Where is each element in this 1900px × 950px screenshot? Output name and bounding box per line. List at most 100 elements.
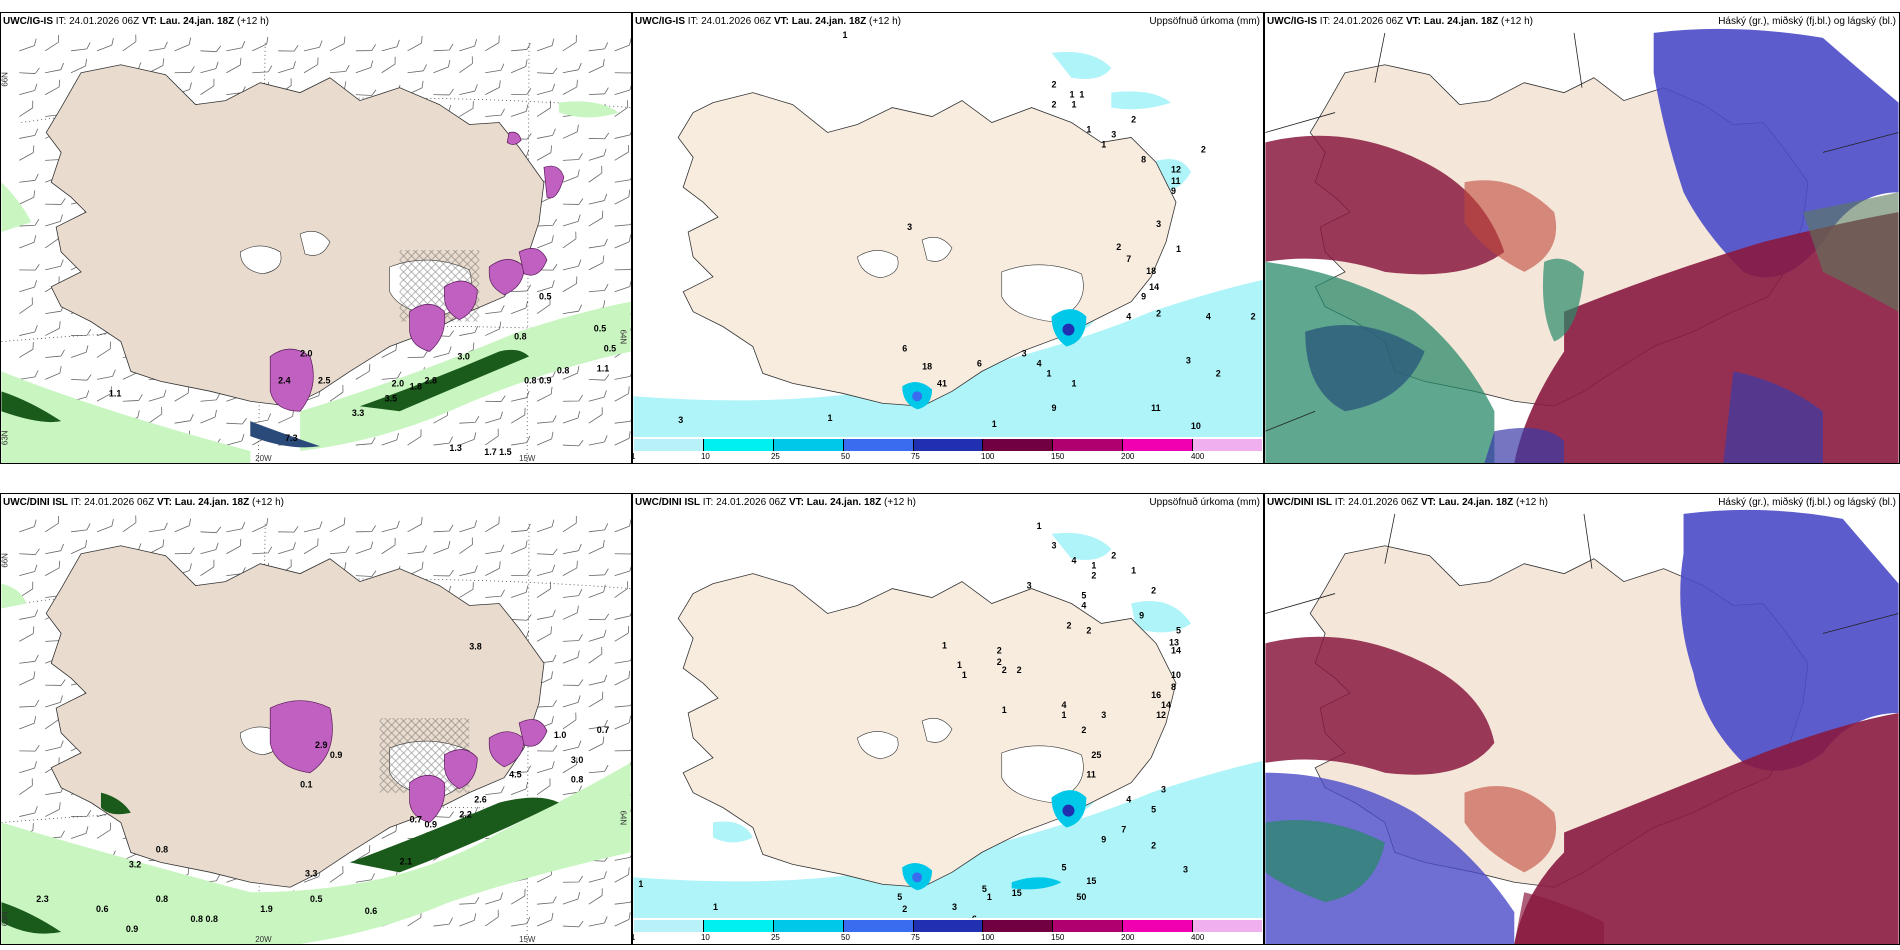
value-label: 2.8 (425, 375, 437, 385)
wind-barb (485, 411, 503, 424)
wind-barb (562, 634, 583, 642)
wind-barb (433, 436, 453, 446)
wind-barb (303, 40, 323, 52)
wind-barb (407, 350, 428, 358)
wind-barb (19, 67, 40, 74)
wind-barb (19, 100, 34, 117)
wind-barb (588, 148, 607, 161)
wind-barb (562, 153, 583, 161)
wind-barb (588, 283, 609, 293)
wind-barb (252, 517, 269, 533)
wind-barb (355, 437, 376, 446)
colorbar-segment (702, 439, 773, 451)
value-label: 3 (1183, 864, 1188, 874)
value-label: 11 (1151, 403, 1160, 413)
colorbar-label: 150 (1051, 933, 1065, 942)
value-label: 3 (1186, 355, 1191, 365)
value-label: 1 (1037, 521, 1042, 531)
panel-precip-ig: UWC/IG-IS IT: 24.01.2026 06Z VT: Lau. 24… (632, 12, 1264, 464)
wind-barb (614, 912, 631, 927)
wind-barb (19, 235, 37, 249)
wind-barb (355, 44, 376, 52)
value-label: 10 (1191, 421, 1201, 431)
value-label: 0.8 (524, 375, 536, 385)
wind-barb (19, 778, 33, 795)
wind-barb (588, 719, 608, 730)
wind-barb (122, 515, 137, 533)
value-label: 1 (1002, 705, 1007, 715)
wind-barb (459, 56, 473, 74)
value-label: 11 (1171, 176, 1180, 186)
value-label: 2 (997, 645, 1002, 655)
wind-barb (174, 547, 195, 555)
wind-barb (96, 369, 116, 380)
wind-barb (536, 370, 557, 380)
colorbar-strip (634, 920, 1263, 932)
wind-barb (562, 410, 581, 424)
wind-barb (536, 128, 556, 139)
wind-barb (381, 537, 396, 555)
value-label: 4 (1126, 795, 1131, 805)
colorbar-label: 100 (981, 933, 995, 942)
value-label: 2 (1216, 368, 1221, 378)
wind-barb (433, 917, 453, 927)
wind-barb (536, 912, 554, 927)
wind-barb (19, 761, 37, 774)
wind-barb (485, 395, 506, 402)
colorbar-labels: 1 10 25 50 75 100 150 200 400 (633, 933, 1263, 943)
wind-barb (70, 826, 89, 839)
value-label: 15 (1086, 876, 1096, 886)
value-label: 0.5 (539, 292, 551, 302)
wind-barb (71, 523, 91, 533)
green-shading (1, 101, 631, 463)
wind-barb (614, 547, 631, 555)
wind-barb (174, 518, 192, 533)
value-label: 3 (1022, 348, 1027, 358)
wind-barb (71, 42, 91, 52)
wind-barb (433, 43, 454, 52)
colorbar-label: 400 (1190, 933, 1205, 942)
value-label: 0.9 (126, 924, 138, 934)
wind-barb (510, 781, 528, 796)
wind-barb (614, 386, 630, 402)
wind-barb (459, 84, 478, 96)
value-label: 2 (1091, 571, 1096, 581)
wind-barb (588, 629, 607, 642)
wind-barb (459, 565, 478, 577)
value-label: 12 (1171, 164, 1181, 174)
wind-barb (19, 38, 37, 52)
wind-barb (614, 654, 631, 664)
colorbar-strip (634, 439, 1263, 451)
wind-barb (278, 525, 299, 533)
wind-barb (614, 744, 631, 752)
value-label: 1 (992, 419, 997, 429)
panel-header: UWC/IG-IS IT: 24.01.2026 06Z VT: Lau. 24… (635, 16, 901, 27)
colorbar: 1 10 25 50 75 100 150 200 400 (633, 437, 1263, 463)
wind-barb (200, 61, 219, 74)
wind-barb (510, 59, 528, 74)
wind-barb (459, 896, 480, 905)
wind-barb (562, 366, 580, 380)
cloud-layers (1265, 28, 1899, 463)
wind-barb (303, 538, 319, 555)
value-label: 4 (1071, 556, 1076, 566)
panel-title: Uppsöfnuð úrkoma (mm) (1149, 16, 1260, 27)
colorbar-label: 100 (981, 452, 995, 461)
wind-barb (511, 88, 532, 96)
value-label: 2 (1151, 586, 1156, 596)
wind-map: 3.81.0 0.73.00.84.52.62.20.7 0.92.90.90.13… (1, 515, 631, 944)
value-label: 4 (1037, 358, 1042, 368)
wind-barb (45, 560, 61, 576)
wind-barb (381, 371, 402, 380)
value-label: 4 (1081, 600, 1086, 610)
wind-barb (588, 58, 605, 74)
value-label: 0.7 (597, 725, 609, 735)
wind-barb (96, 386, 112, 402)
value-label: 0.8 (514, 332, 526, 342)
wind-barb (588, 916, 608, 927)
wind-barb (562, 543, 582, 555)
colorbar-label: 25 (770, 452, 780, 461)
colorbar-label: 400 (1190, 452, 1205, 461)
wind-barb (614, 563, 631, 577)
panel-header: UWC/DINI ISL IT: 24.01.2026 06Z VT: Lau.… (635, 497, 916, 508)
